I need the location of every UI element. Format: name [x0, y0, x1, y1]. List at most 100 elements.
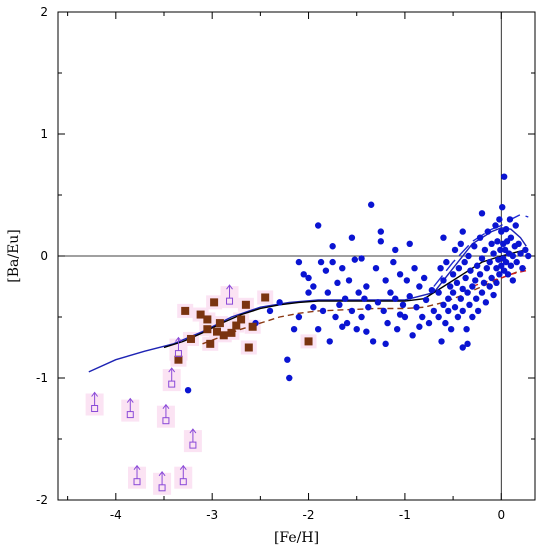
data-point — [290, 326, 298, 333]
data-point — [413, 304, 420, 311]
upper-limit-marker — [189, 428, 197, 449]
data-point-square — [215, 319, 224, 328]
data-point — [319, 307, 327, 315]
data-point-square — [244, 343, 253, 352]
y-tick-label: 2 — [40, 5, 48, 19]
data-point — [382, 340, 389, 348]
data-point — [419, 313, 426, 321]
data-point — [310, 304, 317, 311]
data-point — [332, 313, 339, 321]
data-point — [447, 283, 454, 290]
data-point — [459, 344, 466, 351]
upper-limit-marker — [158, 470, 166, 492]
data-point-square — [196, 310, 205, 319]
data-point — [440, 301, 447, 308]
upper-limit-arrow-head — [189, 428, 197, 434]
data-point — [394, 326, 401, 333]
data-point — [461, 258, 468, 266]
data-point — [473, 295, 480, 302]
data-point — [329, 243, 336, 250]
data-point — [509, 252, 517, 260]
data-point — [348, 234, 356, 241]
data-point — [474, 307, 482, 315]
data-point — [459, 285, 466, 293]
upper-limit-arrow-head — [179, 464, 187, 470]
data-point — [392, 246, 399, 254]
data-point — [449, 271, 457, 278]
data-point — [358, 313, 365, 321]
upper-limit-arrow-head — [158, 470, 166, 477]
data-point-square — [174, 355, 183, 364]
data-point — [353, 326, 360, 333]
upper-limit-marker — [168, 367, 176, 388]
data-point — [355, 289, 362, 296]
upper-limit-marker — [91, 391, 99, 412]
data-point — [471, 243, 478, 250]
data-point — [437, 265, 444, 272]
data-point — [317, 258, 325, 266]
data-point — [409, 332, 416, 339]
data-point — [403, 277, 411, 284]
data-point-square — [261, 293, 270, 302]
data-point — [500, 173, 508, 180]
data-point — [515, 240, 522, 247]
data-point — [314, 222, 322, 229]
data-point — [451, 246, 459, 254]
data-point — [493, 279, 500, 287]
data-point — [507, 262, 515, 269]
data-point — [492, 222, 499, 229]
data-point — [478, 289, 486, 296]
data-point — [454, 313, 462, 321]
data-point — [363, 283, 370, 290]
data-point-square — [203, 315, 212, 324]
data-point — [305, 289, 312, 296]
data-point — [486, 283, 493, 290]
data-point — [496, 271, 503, 278]
data-point — [476, 271, 484, 278]
data-point — [488, 240, 495, 247]
data-point — [469, 283, 476, 290]
data-point — [440, 234, 447, 241]
data-point — [502, 225, 510, 233]
data-point — [455, 265, 463, 272]
x-tick-label: -4 — [110, 508, 122, 522]
data-point — [517, 250, 524, 257]
data-point — [334, 279, 341, 287]
data-point-square — [219, 331, 228, 340]
upper-limit-arrow-head — [162, 403, 170, 409]
data-point — [438, 338, 445, 345]
data-point — [447, 326, 455, 333]
data-point — [449, 289, 457, 296]
data-point — [435, 289, 442, 296]
data-point — [184, 387, 192, 394]
data-point — [361, 295, 368, 302]
data-point — [453, 279, 461, 287]
data-point — [494, 238, 501, 245]
data-point-square — [203, 325, 212, 334]
data-point — [390, 258, 397, 266]
data-point — [396, 311, 404, 318]
data-point — [484, 228, 491, 235]
data-point — [457, 240, 464, 247]
data-point — [442, 319, 449, 327]
data-point — [341, 295, 349, 302]
upper-limit-marker — [179, 464, 187, 486]
data-point — [286, 374, 293, 382]
data-point — [525, 252, 532, 260]
data-point — [496, 216, 503, 223]
data-point — [443, 258, 450, 266]
upper-limit-arrow-head — [126, 397, 134, 403]
y-tick-label: -1 — [36, 371, 48, 385]
data-point — [499, 204, 506, 211]
upper-limit-arrow-head — [226, 284, 233, 290]
data-point — [476, 234, 484, 241]
upper-limit-marker — [126, 397, 134, 419]
data-point — [422, 296, 430, 304]
data-point-square — [186, 334, 195, 343]
data-point — [363, 328, 370, 335]
data-point — [411, 265, 418, 272]
data-point — [464, 289, 471, 296]
data-point — [310, 283, 317, 290]
data-point — [305, 274, 312, 282]
